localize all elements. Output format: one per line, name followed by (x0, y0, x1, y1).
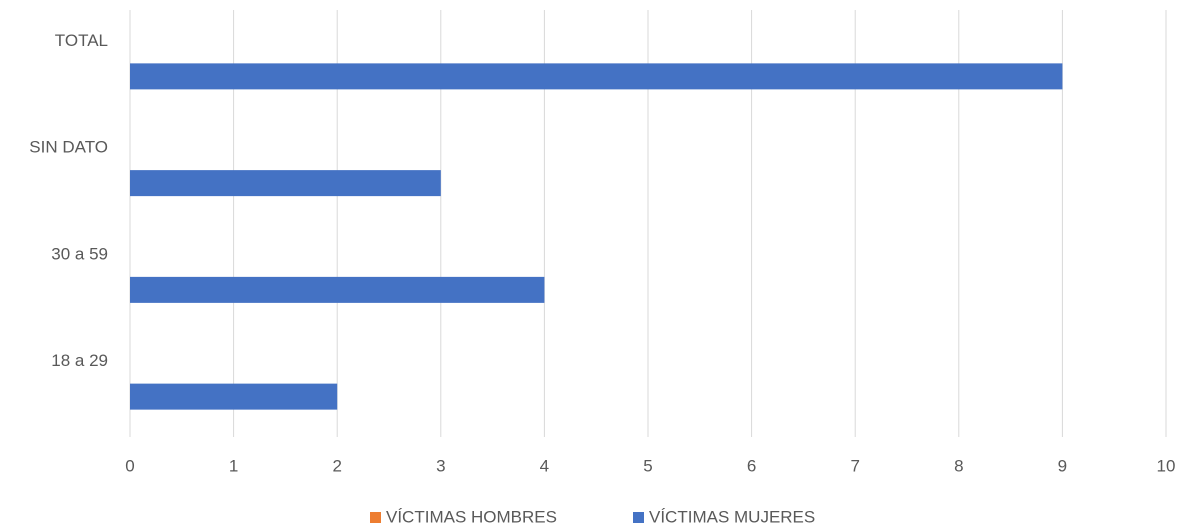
x-tick-label: 5 (643, 456, 652, 475)
x-tick-label: 8 (954, 456, 963, 475)
x-tick-label: 6 (747, 456, 756, 475)
x-tick-label: 9 (1058, 456, 1067, 475)
x-tick-label: 3 (436, 456, 445, 475)
x-tick-label: 1 (229, 456, 238, 475)
y-tick-label: SIN DATO (29, 138, 108, 157)
y-tick-label: 18 a 29 (51, 351, 108, 370)
bar (130, 383, 338, 410)
x-tick-label: 7 (850, 456, 859, 475)
x-tick-label: 2 (332, 456, 341, 475)
x-tick-label: 4 (540, 456, 549, 475)
bar (130, 63, 1063, 90)
bar (130, 276, 545, 303)
bar (130, 170, 441, 197)
x-tick-label: 0 (125, 456, 134, 475)
legend-swatch (370, 512, 381, 523)
legend-label: VÍCTIMAS HOMBRES (386, 507, 557, 526)
y-tick-label: 30 a 59 (51, 244, 108, 263)
x-tick-label: 10 (1157, 456, 1176, 475)
legend-swatch (633, 512, 644, 523)
y-tick-label: TOTAL (55, 31, 108, 50)
legend-label: VÍCTIMAS MUJERES (649, 507, 815, 526)
